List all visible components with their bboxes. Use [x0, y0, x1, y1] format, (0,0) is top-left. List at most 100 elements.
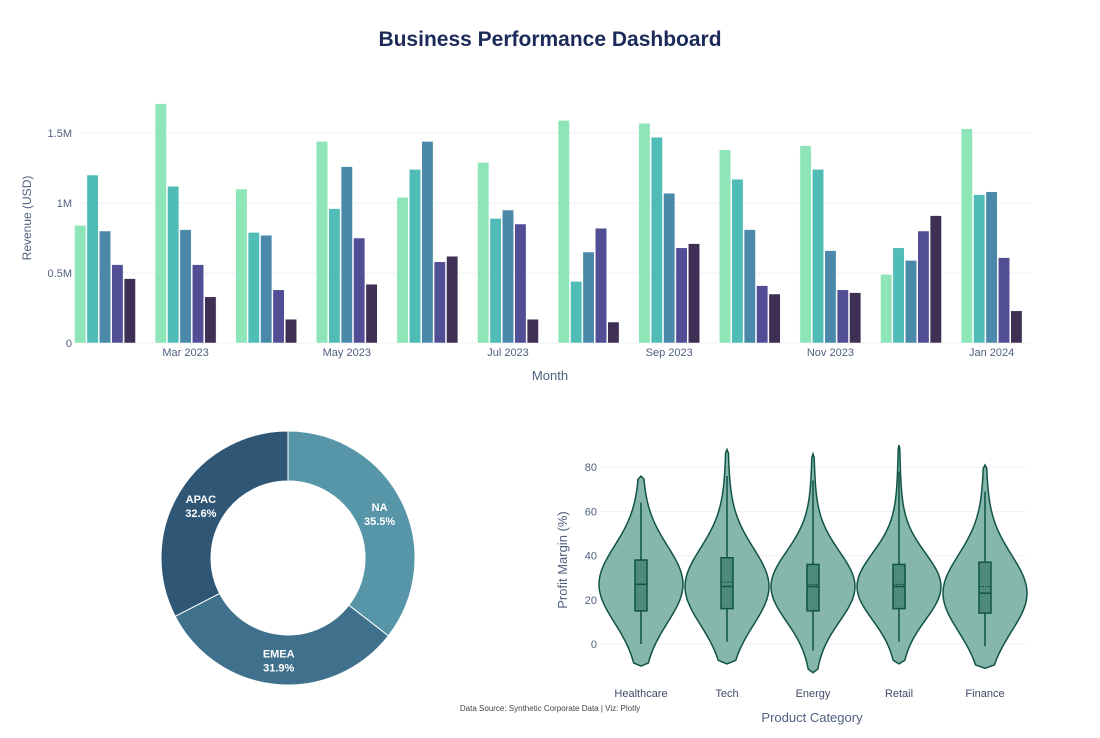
- bar-x-axis-label: Month: [532, 368, 568, 383]
- bar-x-tick-label: Nov 2023: [807, 347, 854, 359]
- donut-slice-label: EMEA: [263, 649, 295, 661]
- bar: [526, 318, 539, 344]
- bar: [396, 197, 409, 344]
- bar: [595, 227, 607, 344]
- profit-violin-chart: Profit Margin (%) Product Category 0 20 40…: [555, 444, 1028, 725]
- violin-y-tick-label: 0: [591, 639, 597, 651]
- donut-slice: [160, 430, 289, 618]
- bar: [340, 166, 353, 344]
- bar: [328, 208, 341, 344]
- bar-x-tick-label: Jul 2023: [487, 347, 529, 359]
- bar-x-tick-label: Jan 2024: [969, 347, 1014, 359]
- bar: [998, 257, 1010, 344]
- violin-box: [806, 563, 820, 612]
- bar: [99, 230, 111, 344]
- bar: [409, 169, 421, 344]
- bar: [86, 174, 99, 344]
- violin-x-axis-label: Product Category: [761, 710, 863, 725]
- bar: [192, 264, 204, 344]
- bar: [433, 261, 446, 344]
- bar: [812, 169, 824, 344]
- bar: [743, 229, 756, 344]
- dashboard-title: Business Performance Dashboard: [378, 28, 721, 51]
- violin-x-tick-label: Healthcare: [614, 688, 667, 700]
- bar: [365, 283, 378, 344]
- bar: [74, 225, 87, 344]
- bar: [247, 232, 260, 344]
- bar: [570, 281, 583, 344]
- bar: [111, 264, 124, 344]
- violin-box: [978, 561, 992, 614]
- violin-y-tick-label: 60: [585, 506, 597, 518]
- bar-x-tick-label: Sep 2023: [646, 347, 693, 359]
- donut-slice-label: APAC: [186, 494, 216, 506]
- bar: [316, 141, 328, 344]
- bar: [650, 136, 663, 344]
- donut-slice-label: NA: [372, 502, 388, 514]
- bar: [285, 318, 297, 344]
- region-donut-chart: NA 35.5% EMEA 31.9% APAC 32.6%: [160, 430, 416, 686]
- bar: [179, 229, 192, 344]
- bar: [607, 321, 620, 344]
- bar: [235, 188, 248, 344]
- bar: [167, 185, 180, 344]
- bar: [675, 247, 688, 344]
- bar: [557, 120, 570, 344]
- bar: [756, 285, 769, 344]
- bar: [421, 141, 434, 344]
- bar: [502, 209, 514, 344]
- donut-slice-percent: 35.5%: [364, 516, 395, 528]
- bar: [260, 234, 273, 344]
- bar: [688, 243, 700, 344]
- bar: [638, 122, 651, 344]
- bar: [1010, 310, 1023, 344]
- bar: [204, 296, 217, 344]
- bar: [849, 292, 862, 344]
- bar: [836, 289, 849, 344]
- bar-y-axis-label: Revenue (USD): [20, 176, 34, 261]
- bar: [353, 237, 366, 344]
- bar: [929, 215, 942, 344]
- bar: [768, 293, 781, 344]
- bar-x-tick-label: Mar 2023: [162, 347, 208, 359]
- bar: [985, 191, 998, 344]
- bar: [514, 223, 527, 344]
- bar: [905, 260, 917, 344]
- bar: [446, 255, 459, 344]
- bar: [477, 162, 490, 344]
- donut-slice-percent: 32.6%: [185, 508, 216, 520]
- bar: [892, 247, 905, 344]
- bar: [917, 230, 930, 344]
- violin-box: [720, 557, 734, 610]
- bar: [960, 128, 973, 344]
- donut-slice: [287, 430, 416, 637]
- bar-y-tick-label: 0: [66, 338, 72, 350]
- violin-y-axis-label: Profit Margin (%): [555, 511, 570, 609]
- violin-y-tick-label: 80: [585, 462, 597, 474]
- bar: [824, 250, 837, 344]
- bar-x-tick-label: May 2023: [323, 347, 371, 359]
- footer-source: Data Source: Synthetic Corporate Data | …: [460, 704, 640, 713]
- revenue-bar-chart: Revenue (USD) Month 0 0.5M 1M 1.5M Mar 2023 M…: [20, 103, 1030, 383]
- violin-x-tick-label: Retail: [885, 688, 913, 700]
- bar: [719, 149, 731, 344]
- bar-y-tick-label: 1.5M: [48, 128, 72, 140]
- bar: [123, 278, 136, 344]
- bar: [272, 289, 285, 344]
- bar-y-tick-label: 0.5M: [48, 268, 72, 280]
- donut-slice-percent: 31.9%: [263, 663, 294, 675]
- bar: [880, 274, 893, 344]
- violin-x-tick-label: Tech: [715, 688, 738, 700]
- bar: [489, 218, 502, 344]
- violin-x-tick-label: Finance: [965, 688, 1004, 700]
- bar: [582, 251, 595, 344]
- bar: [973, 194, 986, 344]
- bar: [663, 192, 676, 344]
- violin-y-tick-label: 20: [585, 595, 597, 607]
- violin-x-tick-label: Energy: [796, 688, 831, 700]
- bar: [731, 178, 744, 344]
- violin-box: [634, 559, 648, 612]
- bar-y-tick-label: 1M: [57, 198, 72, 210]
- violin-y-tick-label: 40: [585, 551, 597, 563]
